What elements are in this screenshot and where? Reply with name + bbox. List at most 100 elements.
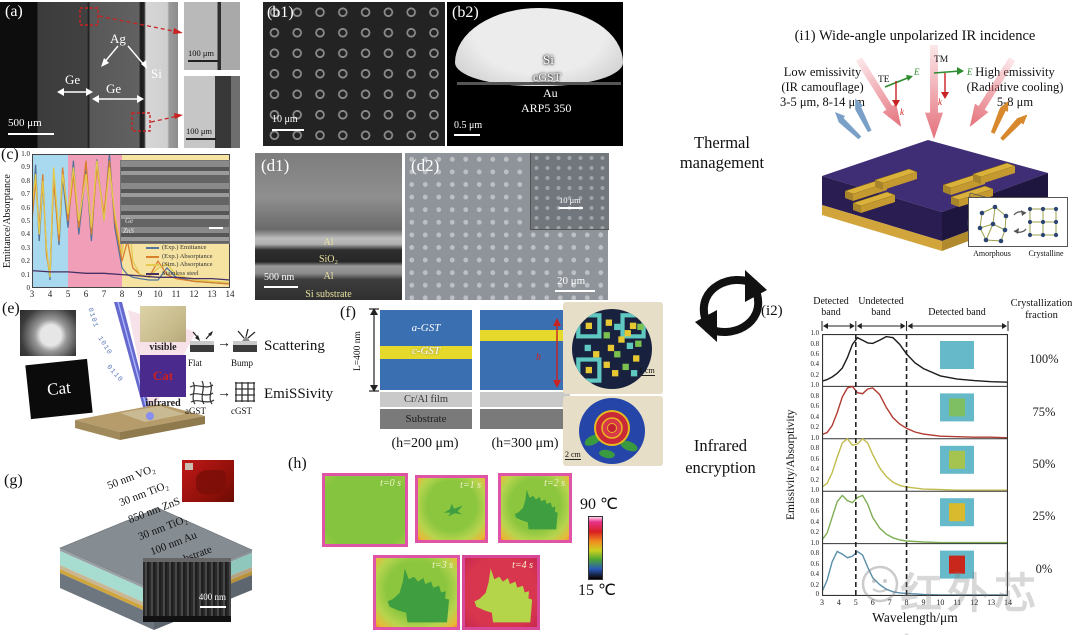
c-x-tick-label: 7 [101, 289, 107, 299]
panel-g: (g) 50 nm VO₂ 30 nm TiO₂ 850 nm ZnS 30 n… [0, 450, 260, 635]
c-inset-scalebar [209, 227, 223, 229]
thickness-label: L=400 nm [353, 331, 363, 371]
scale-label-a-inset1: 100 μm [188, 48, 215, 58]
phase-inset-box [968, 197, 1068, 247]
cycle-arrows-icon [695, 270, 767, 342]
scale-bar-b2 [454, 134, 480, 136]
thermal-frame-t1: t=1 s [415, 475, 488, 543]
i2-y-tick-label: 0.6 [810, 351, 820, 358]
i2-x-tick-label: 14 [1004, 598, 1012, 607]
c-y-tick-label: 0.7 [21, 190, 30, 199]
c-x-tick-label: 3 [29, 289, 35, 299]
bird-silhouette [443, 503, 463, 517]
i2-x-tick-label: 8 [904, 598, 909, 607]
scale-bar-b1 [272, 129, 304, 131]
panel-d2-label: (d2) [411, 156, 440, 175]
panel-g-label: (g) [4, 472, 23, 489]
panel-b2-label: (b2) [452, 4, 479, 21]
panel-b1: (b1) 10 μm [263, 2, 445, 146]
sem-inset-top [184, 2, 240, 70]
panel-h-label: (h) [288, 455, 307, 472]
f-cral-label: Cr/Al film [403, 394, 449, 405]
layer-cgst: cGST [533, 70, 561, 84]
c-y-tick-label: 0 [26, 284, 31, 292]
panel-f: (f) L=400 nm a-GST c-GST h Cr/Al film Su… [335, 296, 670, 468]
i2-y-tick-label: 1.0 [810, 330, 820, 337]
annotation-ge-2: Ge [106, 81, 122, 96]
f-substrate-label: Substrate [405, 413, 447, 425]
crystalline-label: Crystalline [1028, 249, 1064, 258]
crystallization-fraction-value: 50% [1032, 457, 1056, 471]
legend-swatch [146, 273, 159, 276]
i2-y-tick-label: 1.0 [810, 382, 820, 390]
f-cgst-band-left [380, 346, 472, 359]
te-e-label: E [914, 67, 920, 77]
legend-label: Stainless steel [162, 269, 199, 277]
sem-inset-bottom [184, 76, 240, 148]
panel-i2-chart: Detected band Undetected band Detected b… [785, 294, 1080, 635]
thermal-frame-t2: t=2 s [498, 473, 572, 543]
rose-wafer [579, 398, 645, 464]
i2-y-tick-label: 0.2 [810, 371, 820, 379]
unicorn-partial-silhouette [514, 489, 558, 530]
f-h-label: h [536, 352, 541, 363]
f-cral-left: Cr/Al film [380, 392, 472, 407]
d1-layer-al-top: Al [323, 237, 334, 248]
qr-photo: 1 cm [563, 302, 663, 394]
i2-x-tick-label: 10 [936, 598, 945, 607]
c-x-tick-label: 6 [83, 289, 89, 299]
f-depth-arrow [553, 318, 561, 388]
c-y-tick-label: 0.1 [21, 270, 30, 279]
panel-a: (a) Ag Ge Ge Si 500 μm 100 μm 100 μm [0, 0, 240, 150]
agst-label: aGST [185, 406, 206, 416]
unicorn-silhouette-hot [474, 568, 533, 623]
c-y-tick-label: 0.5 [21, 217, 30, 225]
i2-y-tick-label: 0.4 [810, 518, 820, 526]
annotation-ag: Ag [110, 31, 126, 46]
scale-bar-a [8, 133, 54, 135]
g-ir-inset-mark [185, 463, 193, 470]
layer-au: Au [543, 86, 558, 100]
layer-si: Si [543, 52, 554, 67]
f-cgst-band-right [480, 330, 570, 341]
f-cral-right [480, 392, 570, 407]
legend-entry: Stainless steel [146, 270, 234, 279]
colorbar-min-label: 15 ℃ [578, 582, 616, 599]
agst-to-cgst-arrow: → [217, 386, 231, 401]
emissivity-label: EmiSSivity [264, 386, 334, 402]
legend-entry: (Exp.) Absorptance [146, 253, 234, 262]
c-y-tick-label: 0.2 [21, 257, 30, 266]
crystallization-fraction-value: 0% [1035, 561, 1053, 576]
polarization-vectors [884, 67, 964, 107]
i2-x-tick-label: 7 [887, 598, 892, 607]
d1-layer-al-bottom: Al [323, 271, 334, 282]
panel-a-annotations [57, 7, 183, 132]
infrared-cat-text: Cat [152, 368, 174, 383]
c-y-tick-label: 0.6 [21, 203, 30, 212]
c-y-tick-label: 1.0 [21, 150, 30, 158]
i2-y-tick-label: 0.6 [810, 508, 820, 516]
c-y-tick-label: 0.3 [21, 243, 30, 252]
c-x-tick-label: 11 [171, 289, 181, 299]
legend-swatch [146, 247, 159, 250]
qr-wafer [572, 309, 652, 389]
panel-h: (h) t=0 s t=1 s t=2 s t=3 s t=4 s [258, 450, 670, 635]
g-sem-inset: 400 nm [143, 558, 231, 622]
c-x-tick-label: 10 [153, 289, 163, 299]
scale-label-a-inset2: 100 μm [186, 126, 213, 136]
panel-b2: (b2) Si cGST Au ARP5 350 0.5 μm [447, 2, 623, 146]
i2-y-axis-title: Emissivity/Absorptivity [785, 409, 797, 521]
unicorn-silhouette [387, 568, 450, 623]
cat-photo [20, 310, 76, 356]
colorbar-max-label: 90 ℃ [580, 496, 618, 513]
scale-bar-d2 [555, 290, 595, 292]
i1-right-line1: High emissivity [975, 65, 1055, 79]
c-x-tick-label: 14 [225, 289, 235, 299]
i2-x-tick-label: 6 [870, 598, 875, 607]
c-inset-label-zns: ZnS [123, 227, 134, 235]
i2-x-tick-label: 12 [970, 598, 979, 607]
i2-y-tick-label: 0.4 [810, 571, 820, 578]
i2-band-header-1: Detected band [813, 296, 849, 318]
i2-y-tick-label: 0.6 [810, 403, 820, 411]
